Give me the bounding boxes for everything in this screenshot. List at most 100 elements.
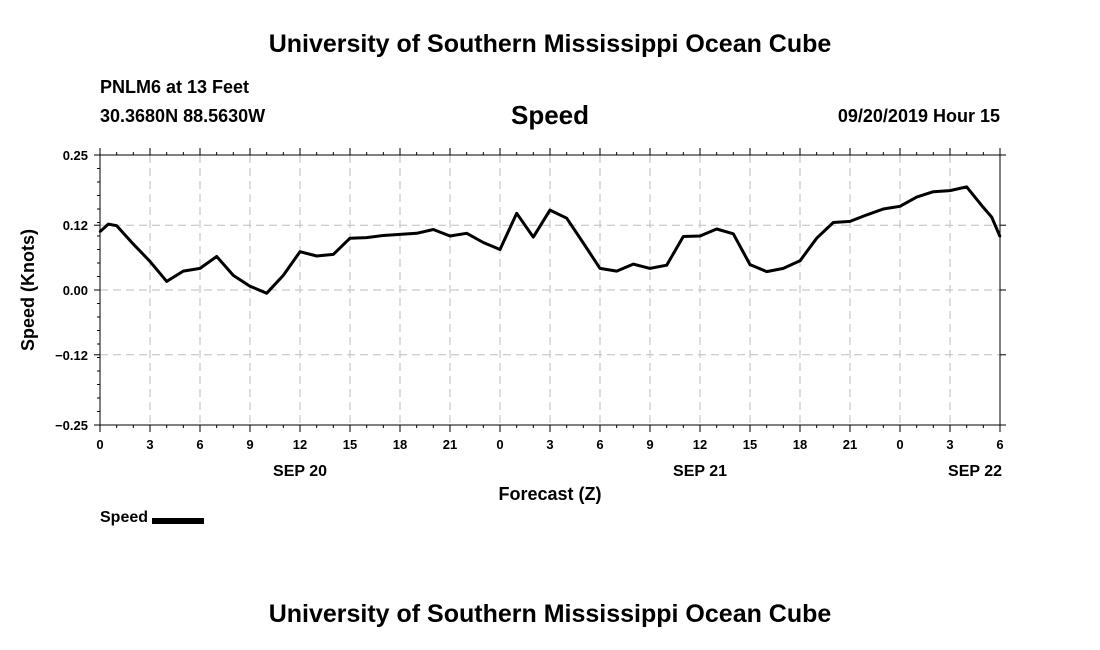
x-tick-label: 0 bbox=[96, 437, 103, 452]
x-tick-label: 12 bbox=[693, 437, 707, 452]
speed-data-point bbox=[115, 224, 118, 227]
speed-data-point bbox=[865, 213, 868, 217]
footer-title: University of Southern Mississippi Ocean… bbox=[268, 600, 832, 628]
legend: Speed bbox=[100, 509, 205, 527]
speed-data-point bbox=[832, 221, 835, 224]
speed-data-point bbox=[948, 189, 952, 192]
speed-data-point bbox=[107, 222, 110, 226]
x-tick-label: 21 bbox=[843, 437, 857, 452]
speed-data-point bbox=[882, 207, 885, 211]
speed-data-point bbox=[632, 262, 635, 266]
speed-data-point bbox=[382, 234, 385, 237]
speed-data-point bbox=[682, 235, 685, 238]
speed-data-point bbox=[265, 292, 268, 295]
legend-swatch bbox=[152, 517, 205, 524]
x-tick-label: 6 bbox=[196, 437, 203, 452]
speed-data-point bbox=[182, 269, 185, 273]
x-tick-label: 9 bbox=[646, 437, 653, 452]
x-tick-label: 18 bbox=[793, 437, 807, 452]
station-label: PNLM6 at 13 Feet bbox=[100, 77, 250, 97]
speed-data-point bbox=[282, 274, 285, 277]
forecast-datetime: 09/20/2019 Hour 15 bbox=[837, 106, 1000, 126]
speed-data-point bbox=[990, 215, 993, 219]
x-tick-label: 9 bbox=[246, 437, 253, 452]
x-tick-label: 15 bbox=[343, 437, 357, 452]
x-tick-label: 3 bbox=[546, 437, 553, 452]
speed-data-point bbox=[748, 263, 752, 266]
speed-data-point bbox=[732, 232, 735, 236]
y-tick-label: 0.25 bbox=[63, 148, 88, 163]
speed-data-point bbox=[132, 242, 135, 246]
speed-data-point bbox=[315, 254, 318, 258]
speed-data-point bbox=[332, 253, 335, 256]
x-tick-label: 18 bbox=[393, 437, 407, 452]
speed-data-point bbox=[98, 230, 102, 233]
speed-data-point bbox=[415, 232, 418, 235]
x-tick-label: 6 bbox=[596, 437, 603, 452]
plot-frame bbox=[99, 154, 1001, 426]
speed-data-point bbox=[148, 260, 152, 263]
x-tick-label: 15 bbox=[743, 437, 757, 452]
speed-data-point bbox=[848, 220, 852, 223]
y-tick-label: −0.12 bbox=[55, 348, 88, 363]
speed-data-point bbox=[565, 216, 568, 220]
speed-data-point bbox=[465, 232, 468, 235]
x-tick-label: 6 bbox=[996, 437, 1003, 452]
axes bbox=[94, 148, 1006, 432]
tick-labels: 0.25 0.12 0.00 −0.12 −0.25 0 3 6 9 12 15 18 21 0 3 6 9 12… bbox=[18, 148, 1004, 504]
date-label: SEP 22 bbox=[948, 463, 1002, 480]
speed-data-point bbox=[782, 267, 785, 270]
speed-data-point bbox=[815, 236, 818, 240]
speed-data-point bbox=[515, 212, 518, 215]
y-tick-label: 0.12 bbox=[63, 218, 88, 233]
x-tick-label: 12 bbox=[293, 437, 307, 452]
grid bbox=[100, 155, 1000, 425]
speed-data-point bbox=[582, 241, 585, 245]
x-tick-label: 3 bbox=[946, 437, 953, 452]
speed-data-point bbox=[448, 234, 452, 238]
speed-data-point bbox=[348, 236, 352, 240]
speed-data-point bbox=[898, 205, 902, 208]
date-label: SEP 20 bbox=[273, 463, 327, 480]
station-coordinates: 30.3680N 88.5630W bbox=[100, 106, 266, 126]
date-label: SEP 21 bbox=[673, 463, 727, 480]
speed-data-point bbox=[598, 267, 602, 270]
x-tick-label: 0 bbox=[896, 437, 903, 452]
speed-data-point bbox=[765, 270, 768, 273]
speed-data-point bbox=[365, 236, 368, 239]
speed-data-point bbox=[298, 250, 302, 253]
x-tick-label: 21 bbox=[443, 437, 457, 452]
series-layer bbox=[98, 185, 1002, 295]
speed-data-point bbox=[198, 267, 202, 270]
x-tick-label: 0 bbox=[496, 437, 503, 452]
speed-data-point bbox=[915, 195, 918, 199]
speed-data-point bbox=[432, 228, 435, 231]
speed-data-point bbox=[248, 285, 252, 288]
speed-data-point bbox=[532, 235, 535, 239]
speed-data-point bbox=[548, 208, 552, 212]
x-tick-label: 3 bbox=[146, 437, 153, 452]
speed-data-point bbox=[932, 190, 935, 193]
y-tick-label: −0.25 bbox=[55, 418, 88, 433]
x-axis-title: Forecast (Z) bbox=[498, 484, 601, 504]
speed-data-point bbox=[215, 255, 218, 258]
speed-data-point bbox=[165, 280, 168, 283]
legend-label: Speed bbox=[100, 509, 149, 526]
speed-data-point bbox=[648, 267, 652, 270]
speed-data-point bbox=[715, 227, 718, 231]
speed-data-point bbox=[965, 185, 968, 189]
speed-data-point bbox=[698, 234, 702, 238]
y-axis-title: Speed (Knots) bbox=[18, 229, 38, 351]
speed-data-point bbox=[482, 241, 485, 244]
speed-data-point bbox=[798, 259, 802, 263]
header-title: University of Southern Mississippi Ocean… bbox=[268, 30, 832, 58]
chart-title: Speed bbox=[510, 100, 590, 130]
speed-data-point bbox=[398, 233, 402, 236]
speed-data-point bbox=[982, 206, 985, 209]
speed-data-point bbox=[665, 263, 668, 267]
speed-data-point bbox=[615, 269, 618, 273]
speed-data-point bbox=[232, 274, 235, 277]
speed-data-point bbox=[498, 248, 502, 251]
y-tick-label: 0.00 bbox=[63, 283, 88, 298]
